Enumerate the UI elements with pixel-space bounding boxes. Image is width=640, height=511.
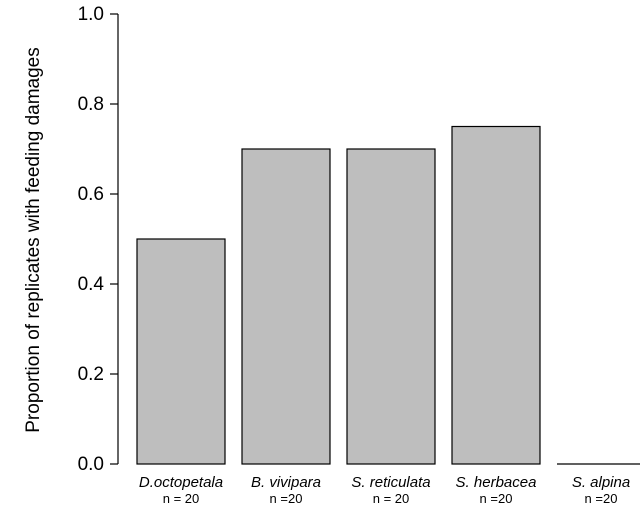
sample-size-label: n = 20 <box>373 491 410 506</box>
bar <box>346 148 436 465</box>
y-tick-label: 0.6 <box>78 184 104 205</box>
bars <box>136 125 640 465</box>
category-label: D.octopetala <box>139 474 223 491</box>
y-tick-label: 0.2 <box>78 364 104 385</box>
category-label: S. reticulata <box>351 474 430 491</box>
sample-size-label: n =20 <box>270 491 303 506</box>
bar <box>136 238 226 465</box>
sample-size-label: n =20 <box>480 491 513 506</box>
category-label: B. vivipara <box>251 474 321 491</box>
y-tick-label: 0.4 <box>78 274 105 295</box>
y-tick-label: 0.8 <box>78 94 104 115</box>
category-label: S. herbacea <box>456 474 537 491</box>
category-label: S. alpina <box>572 474 630 491</box>
bar <box>241 148 331 465</box>
sample-size-label: n = 20 <box>163 491 200 506</box>
y-axis: 0.0 0.2 0.4 0.6 0.8 1.0 <box>78 4 119 475</box>
y-tick-label: 1.0 <box>78 4 104 25</box>
y-tick-label: 0.0 <box>78 454 104 475</box>
bar <box>451 125 541 465</box>
y-axis-label: Proportion of replicates with feeding da… <box>23 47 44 433</box>
sample-size-label: n =20 <box>585 491 618 506</box>
